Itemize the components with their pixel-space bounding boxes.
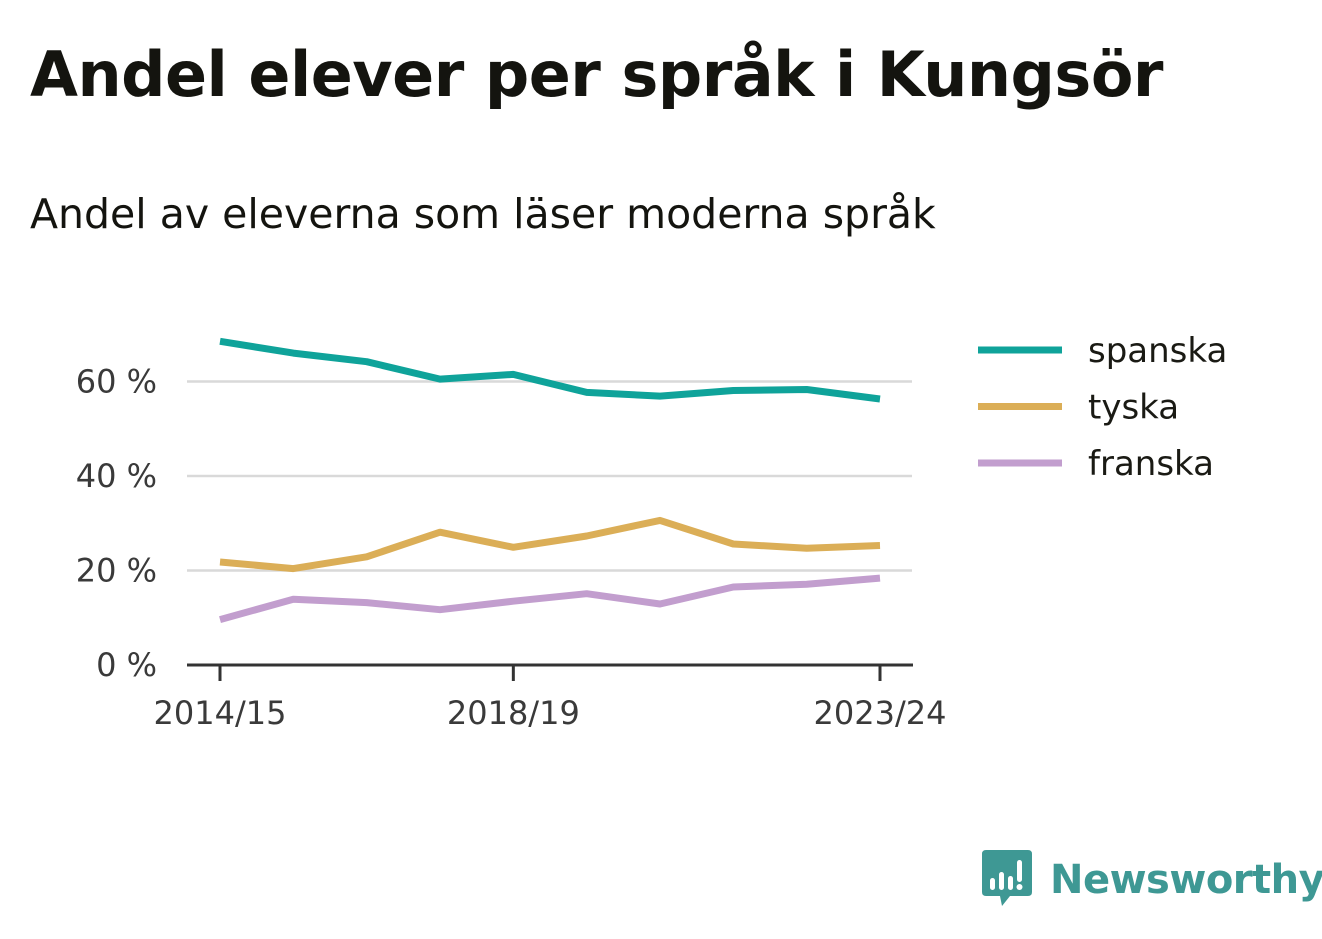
x-axis-tick-labels: 2014/15 2018/19 2023/24 [154, 694, 947, 732]
x-tick-label: 2023/24 [814, 694, 947, 732]
newsworthy-logo: Newsworthy [980, 849, 1322, 911]
x-tick-label: 2018/19 [447, 694, 580, 732]
series-line-tyska [219, 516, 881, 573]
x-tick-label: 2014/15 [154, 694, 287, 732]
legend-label-franska: franska [1088, 444, 1214, 484]
legend-label-spanska: spanska [1088, 331, 1227, 371]
series-line-spanska [219, 337, 881, 403]
legend-label-tyska: tyska [1088, 388, 1179, 428]
bar-chart-speech-bubble-icon [980, 848, 1038, 912]
chart-subtitle: Andel av eleverna som läser moderna språ… [30, 190, 936, 238]
chart-title: Andel elever per språk i Kungsör [30, 38, 1164, 111]
y-axis-tick-labels: 0 % 20 % 40 % 60 % [76, 363, 157, 685]
legend: spanska tyska franska [978, 331, 1227, 484]
series-lines [219, 337, 881, 623]
x-axis [187, 663, 913, 681]
y-tick-label: 20 % [76, 552, 157, 590]
series-line-franska [219, 574, 881, 623]
y-tick-label: 40 % [76, 457, 157, 495]
y-tick-label: 60 % [76, 363, 157, 401]
y-tick-label: 0 % [96, 646, 157, 684]
brand-name: Newsworthy [1050, 857, 1322, 903]
